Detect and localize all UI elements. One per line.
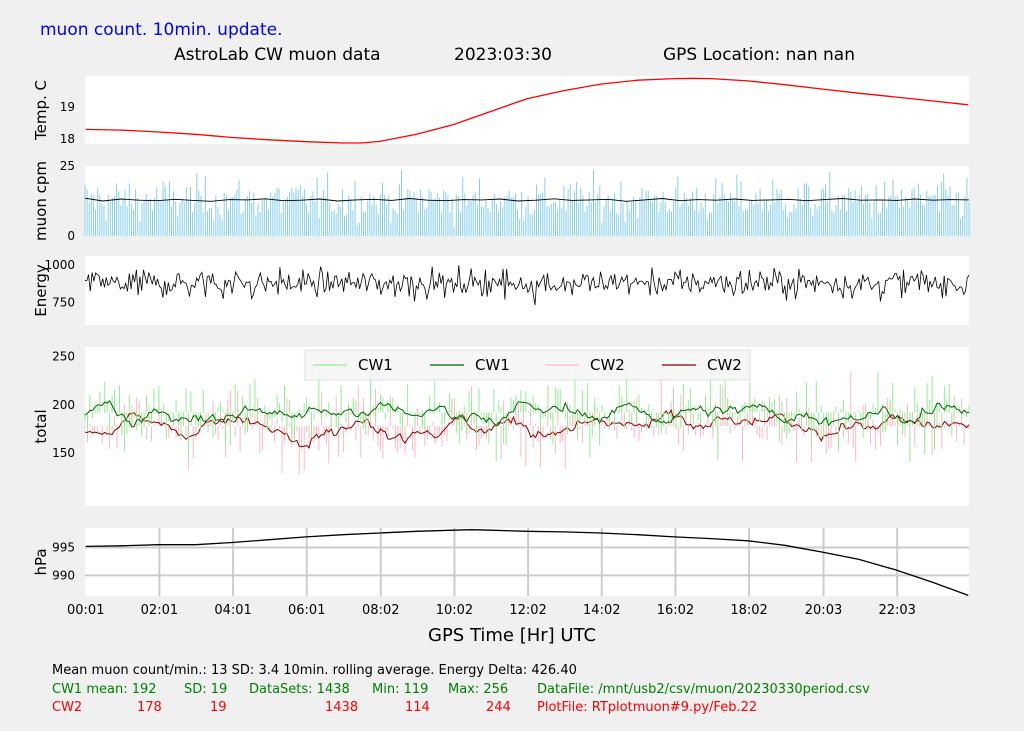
x-tick-label: 22:03 [878,603,915,618]
legend-label: CW1 [358,356,393,374]
x-tick-label: 14:02 [583,603,620,618]
legend: CW1 CW1 CW2 CW2 [304,349,751,381]
x-tick-label: 20:03 [805,603,842,618]
x-tick-label: 10:02 [436,603,473,618]
cw2-sd: 19 [210,700,227,715]
panel-total: 150 200 250 total CW1 CW1 CW2 CW2 [32,347,970,506]
y-tick-label: 18 [60,132,75,146]
cw2-min: 114 [405,700,430,715]
y-tick-label: 25 [60,159,75,173]
x-tick-label: 02:01 [141,603,178,618]
y-tick-label: 0 [67,229,75,243]
x-axis-label: GPS Time [Hr] UTC [428,625,597,646]
cw2-mean: 178 [137,700,162,715]
x-tick-label: 08:02 [362,603,399,618]
y-axis-label: Energy [32,264,50,317]
x-tick-label: 12:02 [509,603,546,618]
plot-area-temperature [85,76,969,144]
legend-label: CW1 [475,356,510,374]
x-tick-label: 06:01 [288,603,325,618]
cw1-raw-line [84,366,970,462]
x-tick-label: 04:01 [214,603,251,618]
y-axis-label: hPa [32,548,50,575]
y-axis-label: Temp. C [32,80,50,141]
data-file: DataFile: /mnt/usb2/csv/muon/20230330per… [537,682,870,697]
panel-muon_cpm: 0 25 muon cpm [32,159,970,243]
energy-line [84,265,970,306]
pressure-line [85,529,969,597]
y-tick-label: 19 [60,100,75,114]
legend-label: CW2 [707,356,742,374]
y-axis-label: muon cpm [32,161,50,241]
x-tick-label: 16:02 [657,603,694,618]
y-tick-label: 250 [52,350,75,364]
panel-temperature: 18 19 Temp. C [32,76,969,146]
cw1-min: Min: 119 [372,682,429,697]
chart-date: 2023:03:30 [454,45,552,65]
cw1-datasets: DataSets: 1438 [249,682,350,697]
cw2-max: 244 [486,700,511,715]
update-note: muon count. 10min. update. [40,20,283,40]
x-axis-ticks: 00:01 02:01 04:01 06:01 08:02 10:02 12:02 14:02… [67,603,916,618]
y-tick-label: 150 [52,446,75,460]
muon-rolling-average-line [84,197,970,202]
footer-summary: Mean muon count/min.: 13 SD: 3.4 10min. … [52,663,577,678]
x-tick-label: 18:02 [730,603,767,618]
cw1-max: Max: 256 [448,682,509,697]
y-tick-label: 200 [52,398,75,412]
plot-area-pressure [85,528,969,596]
chart-title: AstroLab CW muon data [174,45,381,65]
cw1-mean: CW1 mean: 192 [52,682,157,697]
plot-area-energy [85,256,969,325]
cw1-rolling-line [84,399,970,428]
y-tick-label: 750 [52,296,75,310]
cw1-sd: SD: 19 [184,682,228,697]
plot-file: PlotFile: RTplotmuon#9.py/Feb.22 [537,700,758,715]
gps-location: GPS Location: nan nan [663,45,855,65]
y-tick-label: 995 [52,541,75,555]
cw2-label: CW2 [52,700,83,715]
y-tick-label: 1000 [44,258,75,272]
legend-label: CW2 [590,356,625,374]
y-tick-label: 990 [52,568,75,582]
cw2-datasets: 1438 [325,700,359,715]
muon-cpm-bars [84,169,970,236]
x-tick-label: 00:01 [67,603,104,618]
y-axis-label: total [32,409,50,443]
temperature-line [85,77,969,144]
